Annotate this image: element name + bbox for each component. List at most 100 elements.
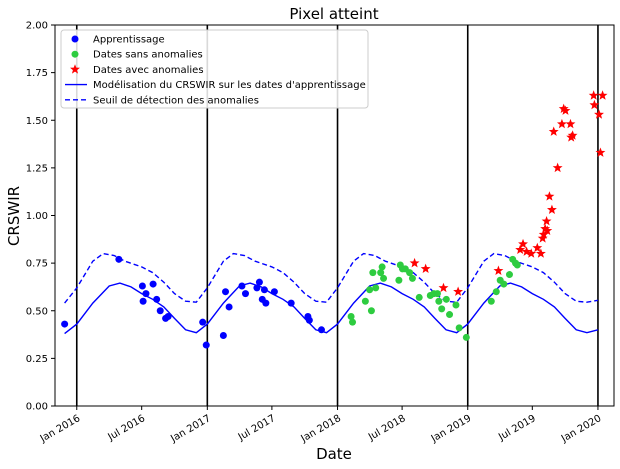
anomaly-point [542, 225, 553, 235]
normal-point [415, 293, 423, 301]
anomaly-point [535, 248, 546, 258]
anomaly-point [544, 191, 555, 201]
y-tick-label: 1.50 [26, 116, 48, 127]
training-point [270, 288, 278, 296]
training-point [255, 278, 263, 286]
x-tick-label: Jan 2017 [168, 413, 213, 445]
legend-label: Dates sans anomalies [93, 50, 203, 61]
training-point [139, 297, 147, 305]
x-tick-label: Jul 2016 [106, 413, 148, 443]
training-point [238, 282, 246, 290]
normal-point [455, 324, 463, 332]
x-tick-label: Jul 2018 [366, 413, 408, 443]
legend-label: Dates avec anomalies [93, 65, 204, 76]
training-point [317, 326, 325, 334]
anomaly-point [552, 162, 563, 173]
y-tick-label: 1.25 [26, 163, 48, 174]
anomaly-point [594, 109, 604, 119]
x-tick-label: Jan 2019 [429, 413, 474, 445]
y-tick-label: 0.00 [26, 402, 48, 413]
training-point [225, 303, 233, 311]
training-point [142, 290, 150, 298]
anomaly-point [537, 233, 548, 243]
training-point [164, 312, 172, 320]
normal-point [395, 276, 403, 284]
threshold-line [64, 252, 599, 304]
anomaly-point [588, 90, 599, 100]
legend-circle-marker [71, 50, 79, 58]
chart-title: Pixel atteint [289, 5, 378, 23]
anomaly-point [558, 103, 569, 114]
normal-point [349, 318, 357, 326]
y-tick-label: 1.75 [26, 68, 48, 79]
training-point [253, 284, 261, 292]
training-point [199, 318, 207, 326]
normal-point [433, 290, 441, 298]
training-point [61, 320, 69, 328]
y-axis-label: CRSWIR [5, 186, 23, 246]
normal-point [487, 297, 495, 305]
y-tick-label: 0.25 [26, 354, 48, 365]
normal-point [372, 284, 380, 292]
training-point [262, 299, 270, 307]
anomaly-point [538, 229, 549, 239]
x-tick-label: Jan 2016 [38, 413, 83, 445]
normal-point [377, 269, 385, 277]
anomaly-point [567, 130, 578, 140]
normal-point [361, 297, 369, 305]
training-point [241, 290, 249, 298]
training-point [305, 316, 313, 324]
training-point [138, 282, 146, 290]
y-tick-label: 1.00 [26, 211, 48, 222]
normal-point [406, 269, 414, 277]
anomaly-point [589, 99, 600, 110]
training-point [153, 295, 161, 303]
training-point [222, 288, 230, 296]
normal-point [505, 271, 513, 279]
anomaly-point [532, 242, 543, 253]
anomaly-point [597, 90, 608, 100]
legend-star-marker [70, 64, 80, 74]
x-tick-label: Jul 2017 [236, 413, 278, 443]
legend-label: Apprentissage [93, 35, 165, 46]
anomaly-point [409, 257, 420, 268]
anomaly-point [521, 246, 532, 256]
normal-point [452, 301, 460, 309]
anomaly-point [540, 223, 551, 234]
training-point [219, 332, 227, 340]
anomaly-point [560, 105, 571, 115]
normal-point [438, 305, 446, 313]
anomaly-point [526, 248, 537, 258]
anomaly-point [548, 126, 559, 136]
normal-point [446, 311, 454, 319]
training-point [156, 307, 164, 315]
legend-label: Seuil de détection des anomalies [93, 94, 259, 106]
anomaly-point [420, 263, 431, 274]
training-point [115, 255, 123, 263]
y-tick-label: 0.50 [26, 306, 48, 317]
normal-point [408, 274, 416, 282]
x-tick-label: Jul 2019 [496, 413, 538, 443]
x-axis-label: Date [316, 445, 352, 463]
normal-point [378, 263, 386, 271]
legend-circle-marker [71, 35, 79, 43]
normal-point [380, 274, 388, 282]
anomaly-point [565, 118, 576, 129]
y-tick-label: 2.00 [26, 21, 48, 32]
normal-point [462, 333, 470, 341]
normal-point [492, 288, 500, 296]
training-point [260, 286, 268, 294]
anomaly-point [493, 265, 504, 275]
training-point [287, 299, 295, 307]
anomaly-point [595, 147, 606, 157]
anomaly-point [518, 238, 528, 249]
normal-point [500, 280, 508, 288]
y-tick-label: 0.75 [26, 259, 48, 270]
x-tick-label: Jan 2020 [559, 413, 604, 445]
normal-point [442, 295, 450, 303]
normal-point [366, 286, 374, 294]
normal-point [369, 269, 377, 277]
x-tick-label: Jan 2018 [299, 413, 344, 445]
normal-point [513, 261, 521, 269]
anomaly-point [453, 286, 464, 296]
